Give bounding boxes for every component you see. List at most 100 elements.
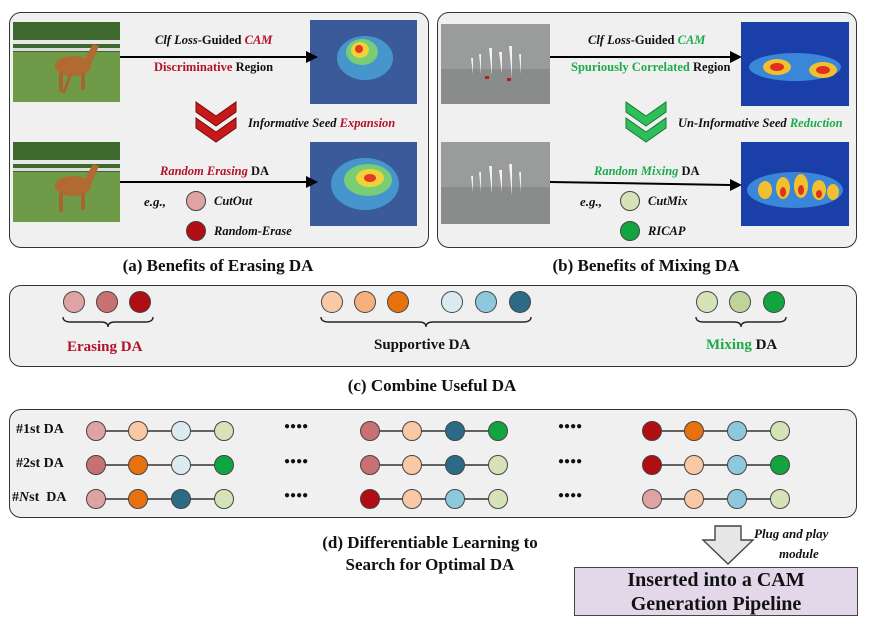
r1-g3-dot1 (642, 421, 662, 441)
mix-dot-1 (696, 291, 718, 313)
cutmix-label: CutMix (648, 194, 688, 208)
boats-image-bottom (441, 142, 550, 224)
text: # (12, 490, 19, 505)
text: Informative Seed (248, 116, 340, 130)
text: -Guided (630, 33, 678, 47)
panel-b-top-line1: Clf Loss-Guided CAM (588, 33, 705, 48)
cutout-label: CutOut (214, 194, 253, 208)
text: #1st (16, 422, 41, 437)
panel-d-caption-line2: Search for Optimal DA (345, 555, 515, 574)
r2-g3-dot4 (770, 455, 790, 475)
eg-label-a: e.g., (144, 194, 167, 209)
text: DA (678, 164, 700, 178)
arrow-top-a (120, 51, 318, 63)
panel-search-da (9, 409, 857, 518)
ellipsis-r2-b: ●●●● (558, 456, 583, 467)
arrow-top-b (550, 51, 742, 63)
result-line1: Inserted into a CAM (627, 569, 805, 591)
panel-d-caption-line1: (d) Differentiable Learning to (322, 533, 538, 552)
random-erase-dot (186, 221, 206, 241)
text: DA (751, 337, 778, 353)
text: Erasing DA (67, 339, 143, 355)
r2-g2-dot3 (445, 455, 465, 475)
brace-erasing (62, 316, 154, 328)
cam-heatmap-horse-bottom (310, 142, 417, 226)
text: Spuriously Correlated (571, 60, 690, 74)
text: Random Mixing (594, 164, 679, 178)
rn-g1-dot4 (214, 489, 234, 509)
brace-mixing (695, 316, 787, 328)
cam-heatmap-horse-top (310, 20, 417, 104)
erase-dot-2 (96, 291, 118, 313)
text: Clf Loss (155, 33, 198, 47)
ricap-dot (620, 221, 640, 241)
rn-g2-dot2 (402, 489, 422, 509)
r1-g2-dot4 (488, 421, 508, 441)
rn-g3-dot2 (684, 489, 704, 509)
arrow-bottom-b (550, 179, 742, 191)
text: Mixing (706, 337, 752, 353)
text: Discriminative (154, 60, 233, 74)
erasing-da-label: Erasing DA (67, 339, 142, 356)
text: -Guided (197, 33, 245, 47)
erase-dot-3 (129, 291, 151, 313)
r2-g3-dot2 (684, 455, 704, 475)
panel-a-middle: Informative Seed Expansion (248, 116, 395, 131)
ellipsis-r1-b: ●●●● (558, 421, 583, 432)
text: Region (689, 60, 731, 74)
sup-dot-4 (441, 291, 463, 313)
r2-g2-dot2 (402, 455, 422, 475)
rn-g3-dot4 (770, 489, 790, 509)
supportive-da-label: Supportive DA (374, 337, 471, 353)
mix-dot-3 (763, 291, 785, 313)
sup-dot-1 (321, 291, 343, 313)
rn-g2-dot3 (445, 489, 465, 509)
rn-g1-dot3 (171, 489, 191, 509)
panel-a-bottom-line1: Random Erasing DA (160, 164, 269, 179)
cutout-dot (186, 191, 206, 211)
chevron-down-icon-red (195, 101, 237, 143)
mix-dot-2 (729, 291, 751, 313)
sup-dot-2 (354, 291, 376, 313)
mixing-da-label: Mixing DA (706, 337, 777, 354)
r1-g3-dot4 (770, 421, 790, 441)
random-erase-label: Random-Erase (214, 224, 292, 238)
panel-b-middle: Un-Informative Seed Reduction (678, 116, 843, 131)
text: Un-Informative Seed (678, 116, 790, 130)
r2-g1-dot3 (171, 455, 191, 475)
r1-g1-dot2 (128, 421, 148, 441)
r2-g2-dot4 (488, 455, 508, 475)
chevron-down-icon-green (625, 101, 667, 143)
text: DA (40, 422, 64, 437)
ellipsis-rn-a: ●●●● (284, 490, 309, 501)
horse-image-bottom (13, 142, 120, 222)
r1-g3-dot2 (684, 421, 704, 441)
down-arrow-icon (701, 525, 755, 565)
ellipsis-rn-b: ●●●● (558, 490, 583, 501)
cam-heatmap-boats-top (741, 22, 849, 106)
text: Expansion (339, 116, 396, 130)
panel-a-caption: (a) Benefits of Erasing DA (122, 256, 314, 275)
boats-image-top (441, 24, 550, 104)
text: #2st (16, 456, 41, 471)
rn-g3-dot1 (642, 489, 662, 509)
panel-b-bottom-line1: Random Mixing DA (594, 164, 700, 179)
r1-g1-dot4 (214, 421, 234, 441)
rn-g1-dot2 (128, 489, 148, 509)
panel-c-caption: (c) Combine Useful DA (347, 376, 517, 395)
eg-label-b: e.g., (580, 194, 603, 209)
text: Random Erasing (160, 164, 248, 178)
r2-g1-dot1 (86, 455, 106, 475)
cam-pipeline-box: Inserted into a CAM Generation Pipeline (574, 567, 858, 616)
cutmix-dot (620, 191, 640, 211)
row-label-1: #1st DA (16, 422, 64, 438)
rn-g3-dot3 (727, 489, 747, 509)
r1-g3-dot3 (727, 421, 747, 441)
cam-heatmap-boats-bottom (741, 142, 849, 226)
text: CAM (244, 33, 273, 47)
panel-b-top-line2: Spuriously Correlated Region (571, 60, 731, 75)
brace-supportive (320, 316, 532, 328)
panel-a-top-line2: Discriminative Region (154, 60, 273, 75)
r1-g2-dot3 (445, 421, 465, 441)
result-line2: Generation Pipeline (630, 593, 802, 615)
